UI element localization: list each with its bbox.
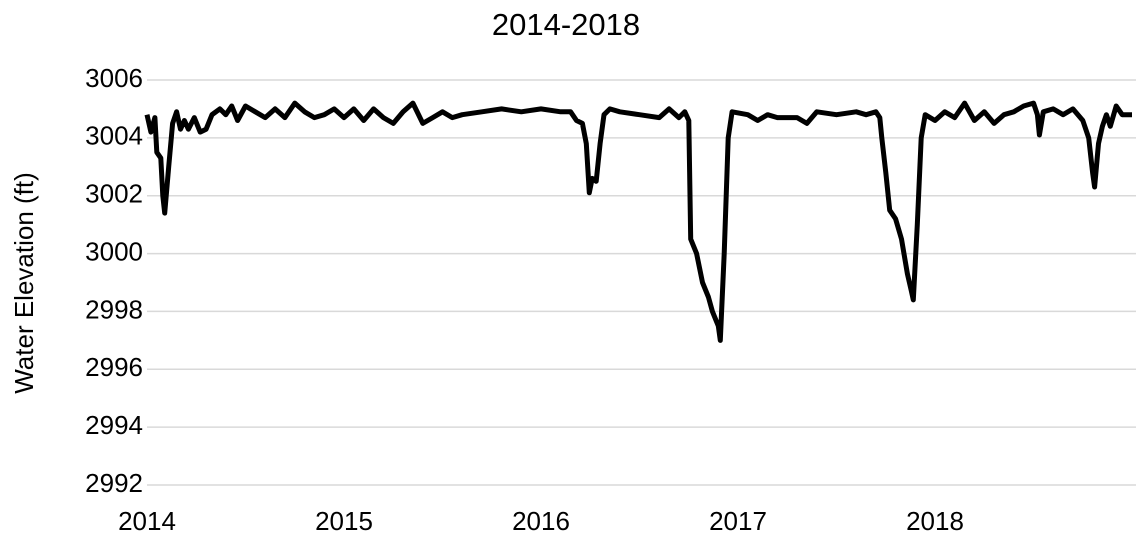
y-tick-label: 3000 [85,236,143,266]
chart-title: 2014-2018 [492,7,640,42]
y-tick-label: 2998 [85,294,143,324]
y-tick-label: 3006 [85,63,143,93]
x-tick-label: 2016 [512,506,570,536]
y-tick-label: 2994 [85,410,143,440]
y-axis-label: Water Elevation (ft) [9,172,39,394]
x-tick-label: 2015 [315,506,373,536]
data-line [144,100,1132,343]
y-tick-label: 2992 [85,468,143,498]
x-tick-label: 2018 [906,506,964,536]
x-tick-label: 2014 [118,506,176,536]
y-tick-label: 3002 [85,179,143,209]
x-tick-label: 2017 [709,506,767,536]
y-tick-label: 3004 [85,121,143,151]
y-tick-label: 2996 [85,352,143,382]
